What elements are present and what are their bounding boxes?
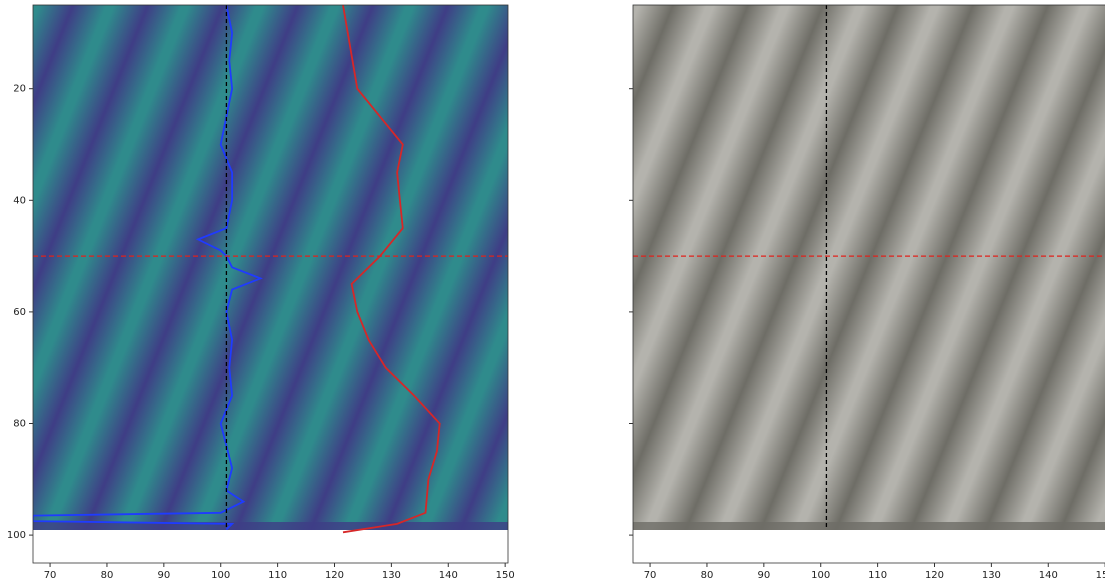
image-edge	[33, 522, 508, 530]
axes-frame	[32, 4, 509, 564]
x-tick-label: 120	[925, 570, 944, 581]
x-tick-label: 70	[644, 570, 657, 581]
profile-line	[33, 5, 263, 531]
x-tick-label: 100	[811, 570, 830, 581]
profile-line	[342, 5, 441, 534]
x-tick-label: 110	[268, 570, 287, 581]
y-tick-label: 80	[13, 419, 26, 430]
y-tick-label: 100	[7, 530, 26, 541]
panel	[633, 5, 1105, 530]
panel	[33, 5, 508, 534]
x-tick-label: 140	[439, 570, 458, 581]
image-edge	[633, 522, 1105, 530]
x-tick-label: 150	[1096, 570, 1105, 581]
image	[633, 5, 1105, 530]
y-tick-label: 60	[13, 307, 26, 318]
x-tick-label: 130	[382, 570, 401, 581]
x-tick-label: 80	[701, 570, 714, 581]
x-tick-label: 150	[496, 570, 515, 581]
x-tick-label: 130	[982, 570, 1001, 581]
y-tick-label: 20	[13, 84, 26, 95]
x-tick-label: 120	[325, 570, 344, 581]
x-tick-label: 90	[157, 570, 170, 581]
x-tick-label: 70	[44, 570, 57, 581]
y-tick-label: 40	[13, 195, 26, 206]
x-tick-label: 100	[211, 570, 230, 581]
axes-frame	[632, 4, 1105, 564]
x-tick-label: 140	[1039, 570, 1058, 581]
image	[33, 5, 508, 530]
x-tick-label: 80	[101, 570, 114, 581]
x-tick-label: 90	[757, 570, 770, 581]
x-tick-label: 110	[868, 570, 887, 581]
